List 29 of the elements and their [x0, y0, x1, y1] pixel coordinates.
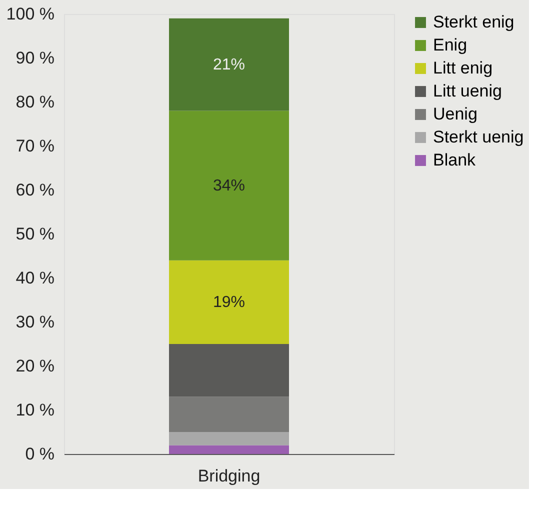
y-tick-label: 90 %	[16, 48, 54, 68]
bar	[169, 344, 289, 397]
legend-label: Litt uenig	[433, 82, 502, 100]
bar	[169, 18, 289, 111]
legend-label: Enig	[433, 36, 468, 54]
y-tick-label: 80 %	[16, 92, 54, 112]
y-tick-label: 10 %	[16, 400, 54, 420]
y-tick-label: 60 %	[16, 180, 54, 200]
y-tick-label: 20 %	[16, 356, 54, 376]
legend-label: Sterkt uenig	[433, 128, 524, 146]
data-label: 21%	[212, 56, 246, 74]
y-tick-label: 0 %	[25, 444, 54, 464]
bar	[169, 396, 289, 432]
y-tick-label: 30 %	[16, 312, 54, 332]
legend-label: Litt enig	[433, 58, 493, 78]
bar	[169, 432, 289, 446]
legend-label: Blank	[433, 150, 476, 170]
bar	[169, 110, 289, 260]
x-tick-label: Bridging	[198, 466, 260, 486]
bar	[169, 445, 289, 454]
y-tick-label: 100 %	[6, 4, 54, 24]
data-label: 34%	[212, 178, 246, 195]
y-tick-label: 70 %	[16, 136, 54, 156]
y-tick-label: 40 %	[16, 268, 54, 288]
bar	[169, 260, 289, 344]
data-label: 19%	[212, 294, 246, 312]
legend-label: Uenig	[433, 104, 478, 124]
legend-label: Sterkt enig	[433, 12, 514, 32]
y-tick-label: 50 %	[16, 224, 54, 244]
